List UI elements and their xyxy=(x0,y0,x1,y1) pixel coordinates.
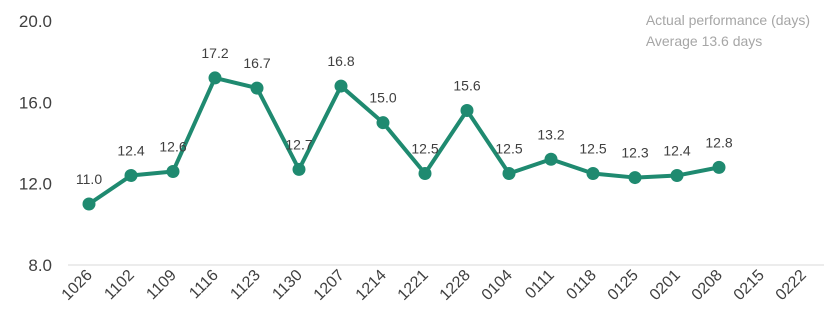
data-point xyxy=(166,164,180,178)
x-tick-label: 0208 xyxy=(689,267,726,304)
x-tick-label: 0201 xyxy=(647,267,684,304)
x-tick-label: 0118 xyxy=(563,267,599,303)
data-point xyxy=(124,169,138,183)
legend-average-label: Average 13.6 days xyxy=(645,33,763,49)
data-label: 12.7 xyxy=(285,136,312,152)
data-label: 12.8 xyxy=(705,134,732,150)
x-tick-label: 0125 xyxy=(605,267,642,304)
x-tick-label: 1123 xyxy=(227,267,263,303)
x-tick-label: 1116 xyxy=(186,267,222,303)
x-tick-label: 0104 xyxy=(479,267,516,304)
data-label: 12.6 xyxy=(159,138,186,154)
data-labels: 11.0 12.4 12.6 17.2 16.7 12.7 16.8 15.0 12.5 15.6… xyxy=(76,45,733,187)
legend: Actual performance (days) Average 13.6 d… xyxy=(646,10,810,52)
data-point xyxy=(418,167,432,180)
y-tick-label: 8.0 xyxy=(28,256,52,275)
x-tick-label: 1026 xyxy=(59,267,96,304)
y-tick-label: 20.0 xyxy=(19,12,52,31)
data-label: 16.8 xyxy=(327,53,354,69)
data-point xyxy=(670,169,684,183)
legend-series-label: Actual performance (days) xyxy=(645,12,810,28)
data-label: 11.0 xyxy=(76,171,102,187)
x-axis: 1026 1102 1109 1116 1123 1130 1207 1214 1221 1228… xyxy=(59,267,810,304)
x-tick-label: 0215 xyxy=(731,267,768,304)
x-tick-label: 1207 xyxy=(311,267,348,304)
data-point xyxy=(376,116,390,130)
x-tick-label: 1214 xyxy=(353,267,390,304)
data-points xyxy=(82,71,726,211)
data-label: 12.5 xyxy=(579,141,606,157)
data-label: 12.3 xyxy=(621,145,648,161)
data-point xyxy=(460,103,474,117)
data-label: 12.4 xyxy=(663,143,690,159)
data-label: 13.2 xyxy=(537,126,564,142)
x-tick-label: 1130 xyxy=(269,267,305,303)
x-tick-label: 1228 xyxy=(437,267,474,304)
data-point xyxy=(712,160,726,174)
x-tick-label: 1221 xyxy=(395,267,432,304)
data-point xyxy=(586,167,600,180)
data-label: 16.7 xyxy=(243,55,270,71)
x-tick-label: 1109 xyxy=(143,267,179,303)
data-label: 17.2 xyxy=(201,45,228,61)
x-tick-label: 1102 xyxy=(101,267,137,303)
y-axis: 8.0 12.0 16.0 20.0 xyxy=(19,12,52,275)
data-label: 12.5 xyxy=(495,141,522,157)
y-tick-label: 16.0 xyxy=(19,93,52,112)
data-point xyxy=(292,162,306,176)
y-tick-label: 12.0 xyxy=(19,175,52,194)
x-tick-label: 0111 xyxy=(522,267,558,303)
data-point xyxy=(82,197,96,211)
data-point xyxy=(208,71,222,85)
data-label: 12.4 xyxy=(117,143,144,159)
data-point xyxy=(250,81,264,95)
data-label: 15.6 xyxy=(453,77,480,93)
data-point xyxy=(502,167,516,180)
data-point xyxy=(334,79,348,93)
data-point xyxy=(544,152,558,166)
series-line xyxy=(87,75,721,206)
data-label: 15.0 xyxy=(369,90,396,106)
data-point xyxy=(628,171,642,185)
x-tick-label: 0222 xyxy=(773,267,810,304)
data-label: 12.5 xyxy=(411,141,438,157)
